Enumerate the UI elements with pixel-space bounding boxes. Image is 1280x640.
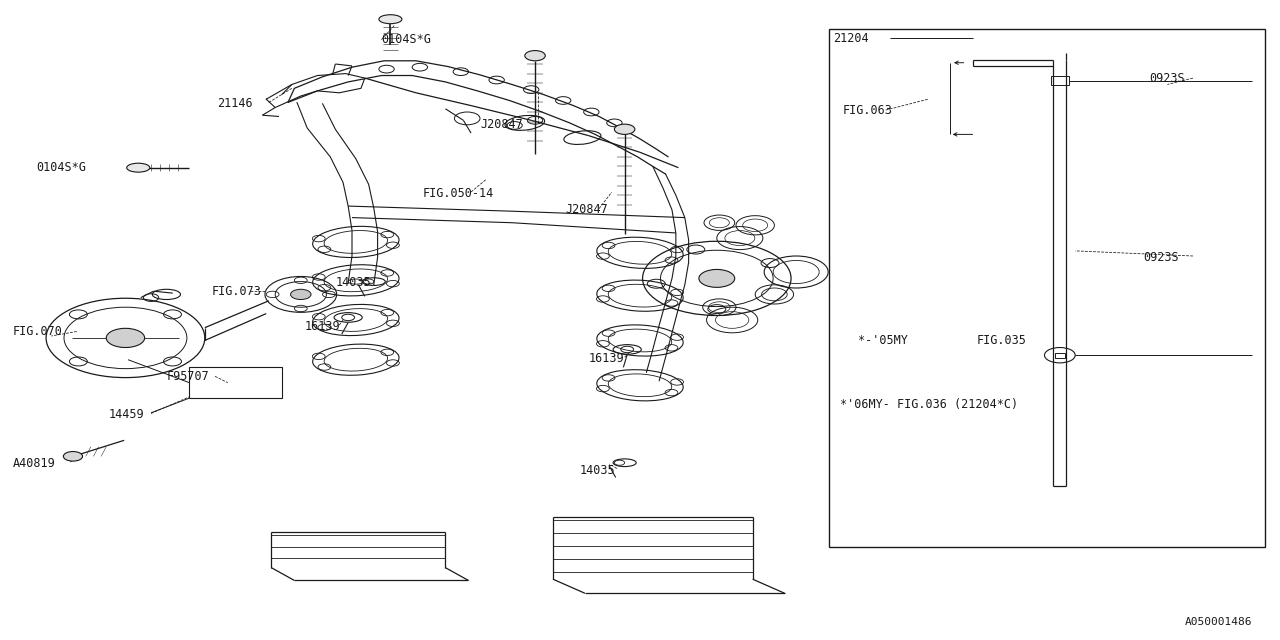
Text: 14035: 14035 (335, 276, 371, 289)
Bar (829, 29, 1265, 547)
Circle shape (106, 328, 145, 348)
Circle shape (699, 269, 735, 287)
Text: *-'05MY: *-'05MY (858, 334, 908, 347)
Ellipse shape (614, 124, 635, 134)
Text: 14459: 14459 (109, 408, 145, 421)
Text: J20847: J20847 (566, 204, 608, 216)
Text: FIG.070: FIG.070 (13, 325, 63, 338)
Ellipse shape (525, 51, 545, 61)
Bar (189, 367, 282, 398)
Text: FIG.063: FIG.063 (842, 104, 892, 116)
Text: 0104S*G: 0104S*G (36, 161, 86, 174)
Text: F95707: F95707 (166, 370, 209, 383)
Bar (1051, 76, 1069, 85)
Text: 21146: 21146 (218, 97, 253, 110)
Text: 16139: 16139 (305, 320, 340, 333)
Text: 0923S: 0923S (1149, 72, 1185, 84)
Circle shape (291, 289, 311, 300)
Text: 21204: 21204 (833, 32, 869, 45)
Text: 14035: 14035 (580, 464, 616, 477)
Text: 16139: 16139 (589, 352, 625, 365)
Text: 0923S: 0923S (1143, 251, 1179, 264)
Text: FIG.073: FIG.073 (211, 285, 261, 298)
Ellipse shape (379, 15, 402, 24)
Text: FIG.050-14: FIG.050-14 (422, 187, 494, 200)
Text: A40819: A40819 (13, 457, 55, 470)
Text: FIG.035: FIG.035 (977, 334, 1027, 347)
Ellipse shape (64, 452, 82, 461)
Text: 0104S*G: 0104S*G (381, 33, 431, 46)
Text: *'06MY- FIG.036 (21204*C): *'06MY- FIG.036 (21204*C) (840, 398, 1018, 411)
Text: J20847: J20847 (480, 118, 522, 131)
Text: A050001486: A050001486 (1184, 617, 1252, 627)
Ellipse shape (127, 163, 150, 172)
Bar (1055, 353, 1065, 358)
